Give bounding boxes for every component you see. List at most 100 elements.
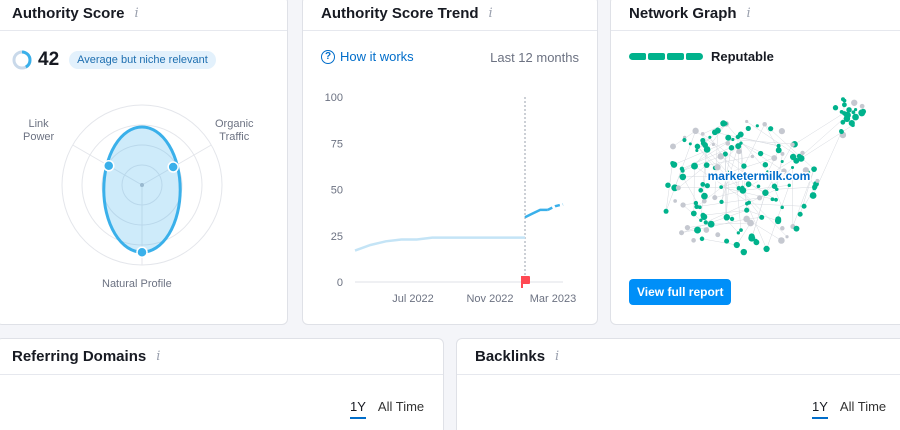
network-header: Network Graph i xyxy=(611,0,900,31)
network-node xyxy=(785,235,789,239)
network-node xyxy=(714,127,721,134)
network-node xyxy=(851,110,856,115)
network-node xyxy=(809,192,817,199)
tab-1y[interactable]: 1Y xyxy=(812,399,828,419)
network-node xyxy=(711,142,715,147)
network-node xyxy=(700,182,706,187)
network-edge xyxy=(725,154,728,218)
network-node xyxy=(701,198,707,204)
network-edge xyxy=(701,238,737,246)
network-graph-card: Network Graph i Reputable marketermilk.c… xyxy=(610,0,900,325)
reputation-label: Reputable xyxy=(711,49,774,64)
network-node xyxy=(859,103,865,109)
network-node xyxy=(680,202,686,208)
network-edge xyxy=(742,185,790,191)
network-node xyxy=(717,153,724,160)
tab-all-time[interactable]: All Time xyxy=(839,399,887,414)
tab-1y[interactable]: 1Y xyxy=(350,399,366,419)
info-icon[interactable]: i xyxy=(746,6,751,21)
authority-score-header: Authority Score i xyxy=(0,0,287,31)
period-label: Last 12 months xyxy=(490,50,579,65)
network-node xyxy=(691,162,698,170)
network-node xyxy=(832,105,839,111)
network-node xyxy=(780,159,784,164)
network-node xyxy=(700,213,708,221)
network-node xyxy=(700,132,705,136)
network-edge xyxy=(681,218,747,234)
network-edge xyxy=(767,171,783,208)
network-edge xyxy=(721,147,732,202)
network-node xyxy=(790,165,795,170)
network-edge xyxy=(702,209,747,216)
network-edge xyxy=(693,166,695,214)
network-edge xyxy=(702,133,745,167)
network-node xyxy=(729,216,735,222)
network-node xyxy=(699,218,703,222)
natural-profile-label: Natural Profile xyxy=(102,278,172,290)
network-node xyxy=(691,238,696,243)
network-node xyxy=(848,120,855,127)
network-node xyxy=(724,217,728,221)
network-edge xyxy=(803,188,815,207)
network-node xyxy=(771,183,778,189)
network-node xyxy=(741,163,747,169)
trend-title: Authority Score Trend xyxy=(321,5,479,22)
network-node xyxy=(694,204,699,210)
network-edge xyxy=(800,124,853,159)
y-tick-label: 50 xyxy=(331,185,343,197)
score-ring-icon xyxy=(12,50,32,70)
info-icon[interactable]: i xyxy=(134,6,139,21)
network-title: Network Graph xyxy=(629,5,737,22)
network-node xyxy=(787,183,791,188)
radar-area xyxy=(102,125,182,254)
network-node xyxy=(682,137,687,143)
network-node xyxy=(703,162,710,168)
network-node xyxy=(692,127,699,135)
network-graph[interactable]: marketermilk.com xyxy=(611,0,900,325)
view-full-report-button[interactable]: View full report xyxy=(629,279,732,305)
network-edge xyxy=(687,223,712,228)
tab-all-time[interactable]: All Time xyxy=(377,399,425,414)
network-node xyxy=(771,155,778,162)
network-node xyxy=(679,230,685,236)
network-node xyxy=(740,185,745,189)
network-node xyxy=(781,168,787,174)
network-edge xyxy=(700,165,707,221)
info-icon[interactable]: i xyxy=(156,349,161,364)
network-node xyxy=(778,237,785,244)
info-icon[interactable]: i xyxy=(488,6,493,21)
network-node xyxy=(744,207,750,213)
network-edge xyxy=(764,124,815,170)
trend-header: Authority Score Trend i xyxy=(303,0,597,31)
network-node xyxy=(673,199,677,203)
how-it-works-link[interactable]: ? How it works xyxy=(321,49,414,64)
network-node xyxy=(733,173,739,179)
referring-domains-title: Referring Domains xyxy=(12,348,147,365)
network-edge xyxy=(742,156,800,191)
network-edge xyxy=(765,144,793,193)
referring-domains-card: Referring Domains i 1Y All Time xyxy=(0,338,444,430)
network-edge xyxy=(746,121,802,159)
network-edge xyxy=(694,165,750,203)
network-edge xyxy=(764,124,779,151)
referring-domains-header: Referring Domains i xyxy=(0,339,443,375)
network-node xyxy=(737,131,744,138)
network-node xyxy=(735,143,742,150)
network-node xyxy=(707,220,715,228)
network-node xyxy=(725,134,732,141)
network-node xyxy=(775,216,782,223)
network-node xyxy=(688,142,692,146)
network-node xyxy=(756,184,761,189)
network-node xyxy=(842,102,847,108)
network-node xyxy=(722,151,728,157)
network-edge xyxy=(714,130,719,198)
trend-chart: 100 75 50 25 0 Jul 2022 Nov 2022 Mar 2023 xyxy=(325,92,577,305)
network-node xyxy=(793,225,800,232)
network-edge xyxy=(696,123,727,151)
network-node xyxy=(768,126,774,132)
network-node xyxy=(740,248,748,256)
network-node xyxy=(715,232,721,238)
organic-traffic-label: Organic Traffic xyxy=(215,118,254,143)
network-node xyxy=(714,164,721,171)
info-icon[interactable]: i xyxy=(555,349,560,364)
